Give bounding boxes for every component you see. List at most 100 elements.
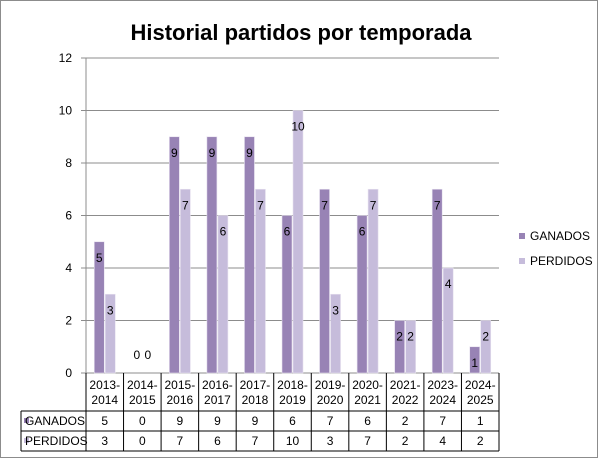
data-label: 1 — [471, 356, 478, 370]
x-category-label: 2024 — [429, 393, 456, 407]
y-tick-label: 2 — [65, 314, 72, 328]
chart-title: Historial partidos por temporada — [130, 20, 472, 45]
x-category-label: 2025 — [467, 393, 494, 407]
table-cell: 5 — [101, 414, 108, 428]
x-category-label: 2016 — [167, 393, 194, 407]
x-category-label: 2021 — [354, 393, 381, 407]
table-cell: 9 — [177, 414, 184, 428]
y-axis-ticks: 0 2 4 6 8 10 12 — [59, 51, 86, 380]
x-category-label: 2019- — [315, 378, 346, 392]
data-label: 9 — [209, 146, 216, 160]
data-label: 9 — [171, 146, 178, 160]
y-tick-label: 0 — [65, 366, 72, 380]
bar-ganados — [319, 188, 330, 374]
legend-label: PERDIDOS — [530, 254, 593, 268]
bar-ganados — [469, 346, 481, 374]
bar-perdidos — [405, 320, 416, 374]
data-label: 0 — [144, 348, 151, 362]
bar-perdidos — [104, 293, 116, 374]
bar-ganados — [244, 136, 255, 374]
x-category-label: 2019 — [279, 393, 306, 407]
bar-perdidos — [180, 188, 191, 374]
bar-perdidos — [367, 188, 379, 374]
legend: GANADOS PERDIDOS — [519, 229, 593, 268]
bars — [93, 110, 492, 374]
x-category-label: 2020- — [352, 378, 383, 392]
bar-ganados — [431, 188, 443, 374]
y-tick-label: 8 — [65, 156, 72, 170]
data-label: 0 — [133, 348, 140, 362]
table-cell: 7 — [252, 434, 259, 448]
table-cell: 9 — [252, 414, 259, 428]
table-cell: 7 — [177, 434, 184, 448]
data-label: 7 — [370, 198, 377, 212]
table-cell: 6 — [289, 414, 296, 428]
data-label: 3 — [107, 303, 114, 317]
x-category-label: 2017- — [240, 378, 271, 392]
data-label: 7 — [434, 198, 441, 212]
x-category-label: 2013- — [89, 378, 120, 392]
x-category-label: 2024- — [465, 378, 496, 392]
y-tick-label: 4 — [65, 261, 72, 275]
data-label: 7 — [257, 198, 264, 212]
table-cell: 0 — [139, 434, 146, 448]
table-cell: 9 — [214, 414, 221, 428]
x-category-label: 2015 — [129, 393, 156, 407]
data-label: 4 — [445, 277, 452, 291]
bar-ganados — [206, 136, 218, 374]
data-label: 2 — [482, 330, 489, 344]
x-category-label: 2018- — [277, 378, 308, 392]
x-category-label: 2021- — [390, 378, 421, 392]
x-category-label: 2017 — [204, 393, 231, 407]
x-category-label: 2016- — [202, 378, 233, 392]
data-label: 6 — [220, 225, 227, 239]
bar-ganados — [281, 215, 293, 374]
bar-perdidos — [442, 267, 454, 374]
table-cell: 7 — [439, 414, 446, 428]
bar-perdidos — [292, 110, 304, 374]
data-label: 2 — [396, 330, 403, 344]
table-series-name: GANADOS — [25, 414, 85, 428]
x-category-label: 2014- — [127, 378, 158, 392]
data-label: 10 — [291, 120, 305, 134]
legend-key — [519, 258, 525, 264]
table-cell: 4 — [439, 434, 446, 448]
x-category-label: 2023- — [427, 378, 458, 392]
bar-perdidos — [330, 293, 341, 374]
table-cell: 6 — [214, 434, 221, 448]
x-category-label: 2020 — [317, 393, 344, 407]
table-cell: 7 — [327, 414, 334, 428]
table-cell: 0 — [139, 414, 146, 428]
table-legend-key — [24, 418, 29, 423]
bar-perdidos — [217, 215, 229, 374]
legend-key — [519, 233, 525, 239]
data-table: 2013-20142014-20152015-20162016-20172017… — [20, 373, 500, 452]
table-cell: 1 — [477, 414, 484, 428]
data-label: 2 — [407, 330, 414, 344]
x-category-label: 2018 — [242, 393, 269, 407]
x-category-label: 2015- — [165, 378, 196, 392]
bar-ganados — [356, 215, 368, 374]
table-series-name: PERDIDOS — [25, 434, 88, 448]
data-label: 6 — [284, 225, 291, 239]
bar-ganados — [93, 241, 105, 374]
table-cell: 2 — [477, 434, 484, 448]
table-cell: 7 — [364, 434, 371, 448]
table-cell: 3 — [101, 434, 108, 448]
gridlines — [85, 57, 499, 374]
bar-perdidos — [480, 320, 492, 374]
y-tick-label: 10 — [59, 104, 73, 118]
table-cell: 6 — [364, 414, 371, 428]
data-label: 6 — [359, 225, 366, 239]
data-label: 3 — [332, 303, 339, 317]
table-cell: 3 — [327, 434, 334, 448]
bar-perdidos — [255, 188, 266, 374]
x-category-label: 2014 — [91, 393, 118, 407]
x-category-label: 2022 — [392, 393, 419, 407]
y-tick-label: 6 — [65, 209, 72, 223]
y-tick-label: 12 — [59, 51, 73, 65]
bar-ganados — [169, 136, 180, 374]
table-cell: 10 — [286, 434, 300, 448]
